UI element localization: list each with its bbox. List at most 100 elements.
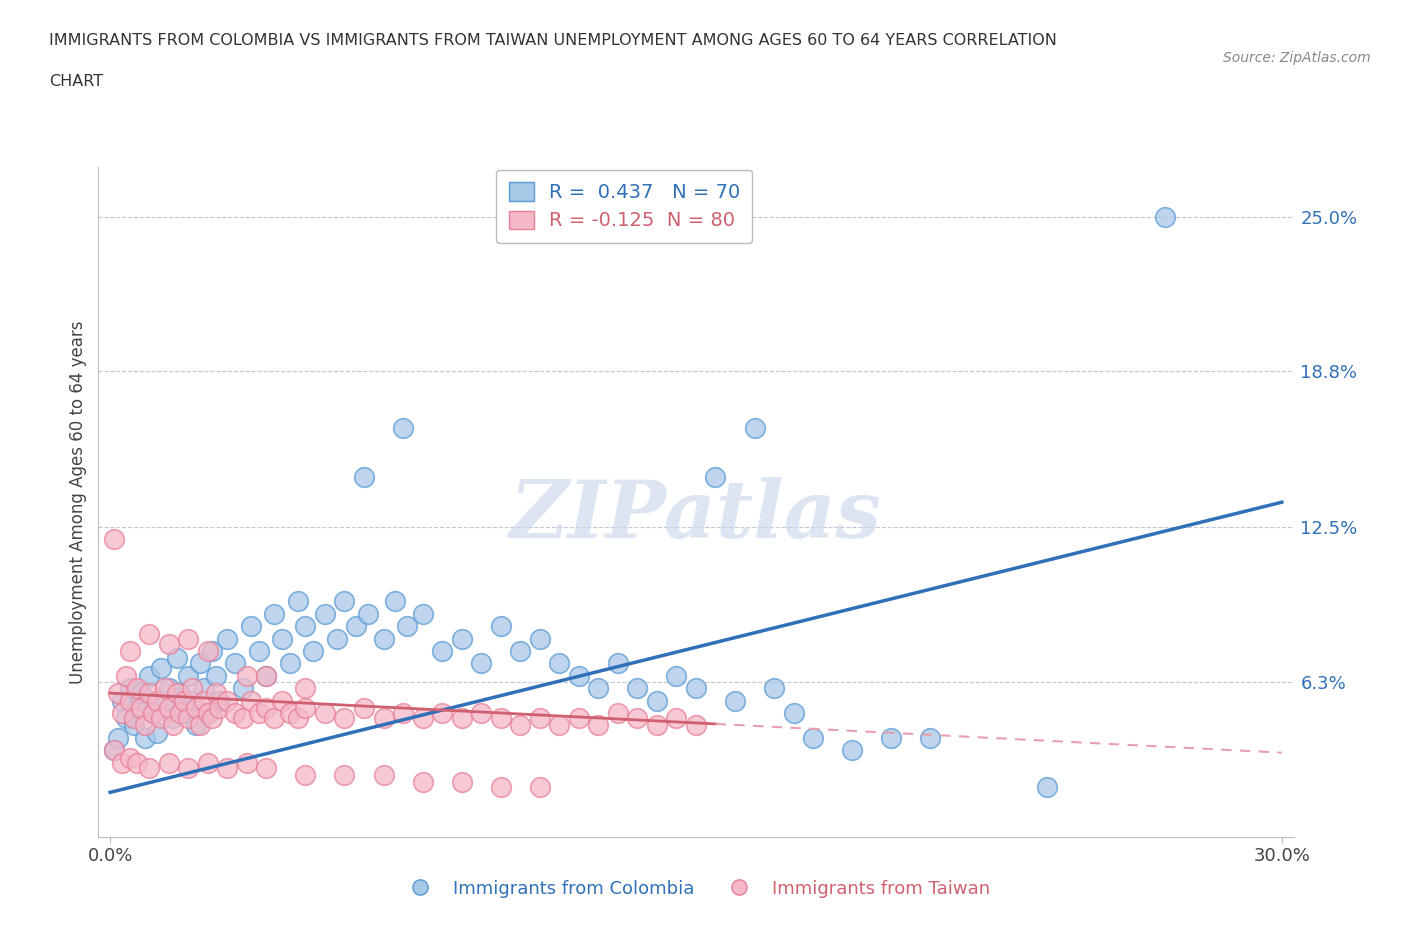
Point <box>287 594 309 609</box>
Point <box>173 693 195 708</box>
Point <box>392 706 415 721</box>
Point <box>529 631 551 646</box>
Point <box>373 631 395 646</box>
Point <box>247 706 270 721</box>
Point <box>801 730 824 745</box>
Point <box>166 651 188 666</box>
Point <box>131 685 153 700</box>
Point <box>373 711 395 725</box>
Legend: Immigrants from Colombia, Immigrants from Taiwan: Immigrants from Colombia, Immigrants fro… <box>395 872 997 905</box>
Point <box>236 755 259 770</box>
Point <box>197 706 219 721</box>
Point <box>548 718 571 733</box>
Point <box>188 718 211 733</box>
Point <box>548 656 571 671</box>
Point <box>224 656 246 671</box>
Point <box>162 711 184 725</box>
Point <box>278 706 301 721</box>
Point <box>920 730 942 745</box>
Point <box>208 700 231 715</box>
Point <box>384 594 406 609</box>
Point <box>278 656 301 671</box>
Point <box>142 706 165 721</box>
Point <box>763 681 786 696</box>
Point <box>263 711 285 725</box>
Point <box>107 685 129 700</box>
Point <box>392 420 415 435</box>
Point <box>450 711 472 725</box>
Point <box>254 760 277 775</box>
Point <box>509 644 531 658</box>
Point <box>134 730 156 745</box>
Point <box>118 751 141 765</box>
Point <box>645 693 668 708</box>
Point <box>181 693 204 708</box>
Point <box>208 693 231 708</box>
Point <box>287 711 309 725</box>
Point <box>294 681 316 696</box>
Text: IMMIGRANTS FROM COLOMBIA VS IMMIGRANTS FROM TAIWAN UNEMPLOYMENT AMONG AGES 60 TO: IMMIGRANTS FROM COLOMBIA VS IMMIGRANTS F… <box>49 33 1057 47</box>
Point <box>588 718 610 733</box>
Point <box>325 631 347 646</box>
Point <box>193 681 215 696</box>
Point <box>201 644 224 658</box>
Point <box>665 669 688 684</box>
Point <box>166 685 188 700</box>
Point <box>122 711 145 725</box>
Point <box>146 693 169 708</box>
Point <box>217 760 239 775</box>
Point <box>302 644 325 658</box>
Point <box>149 711 172 725</box>
Point <box>353 470 375 485</box>
Point <box>169 706 191 721</box>
Point <box>568 711 591 725</box>
Point <box>271 693 294 708</box>
Y-axis label: Unemployment Among Ages 60 to 64 years: Unemployment Among Ages 60 to 64 years <box>69 321 87 684</box>
Point <box>626 711 648 725</box>
Point <box>232 711 254 725</box>
Point <box>146 725 169 740</box>
Point <box>188 656 211 671</box>
Point <box>127 700 149 715</box>
Point <box>588 681 610 696</box>
Point <box>153 693 176 708</box>
Point <box>111 706 134 721</box>
Point <box>153 681 176 696</box>
Point <box>254 700 277 715</box>
Point <box>217 631 239 646</box>
Point <box>880 730 903 745</box>
Point <box>645 718 668 733</box>
Point <box>169 685 191 700</box>
Point <box>294 618 316 633</box>
Point <box>103 743 125 758</box>
Point <box>162 718 184 733</box>
Point <box>131 700 153 715</box>
Point <box>181 681 204 696</box>
Point <box>138 685 160 700</box>
Point <box>114 669 136 684</box>
Point <box>103 532 125 547</box>
Point <box>489 711 512 725</box>
Point <box>344 618 367 633</box>
Point <box>197 706 219 721</box>
Point <box>489 618 512 633</box>
Point <box>149 661 172 676</box>
Point <box>430 706 453 721</box>
Point <box>314 706 336 721</box>
Point <box>232 681 254 696</box>
Point <box>353 700 375 715</box>
Text: CHART: CHART <box>49 74 103 89</box>
Point <box>177 631 200 646</box>
Point <box>294 700 316 715</box>
Point <box>201 711 224 725</box>
Point <box>177 760 200 775</box>
Point <box>138 669 160 684</box>
Point <box>373 767 395 782</box>
Point <box>509 718 531 733</box>
Point <box>177 669 200 684</box>
Point <box>197 644 219 658</box>
Point <box>568 669 591 684</box>
Point <box>157 681 180 696</box>
Point <box>395 618 418 633</box>
Point <box>127 755 149 770</box>
